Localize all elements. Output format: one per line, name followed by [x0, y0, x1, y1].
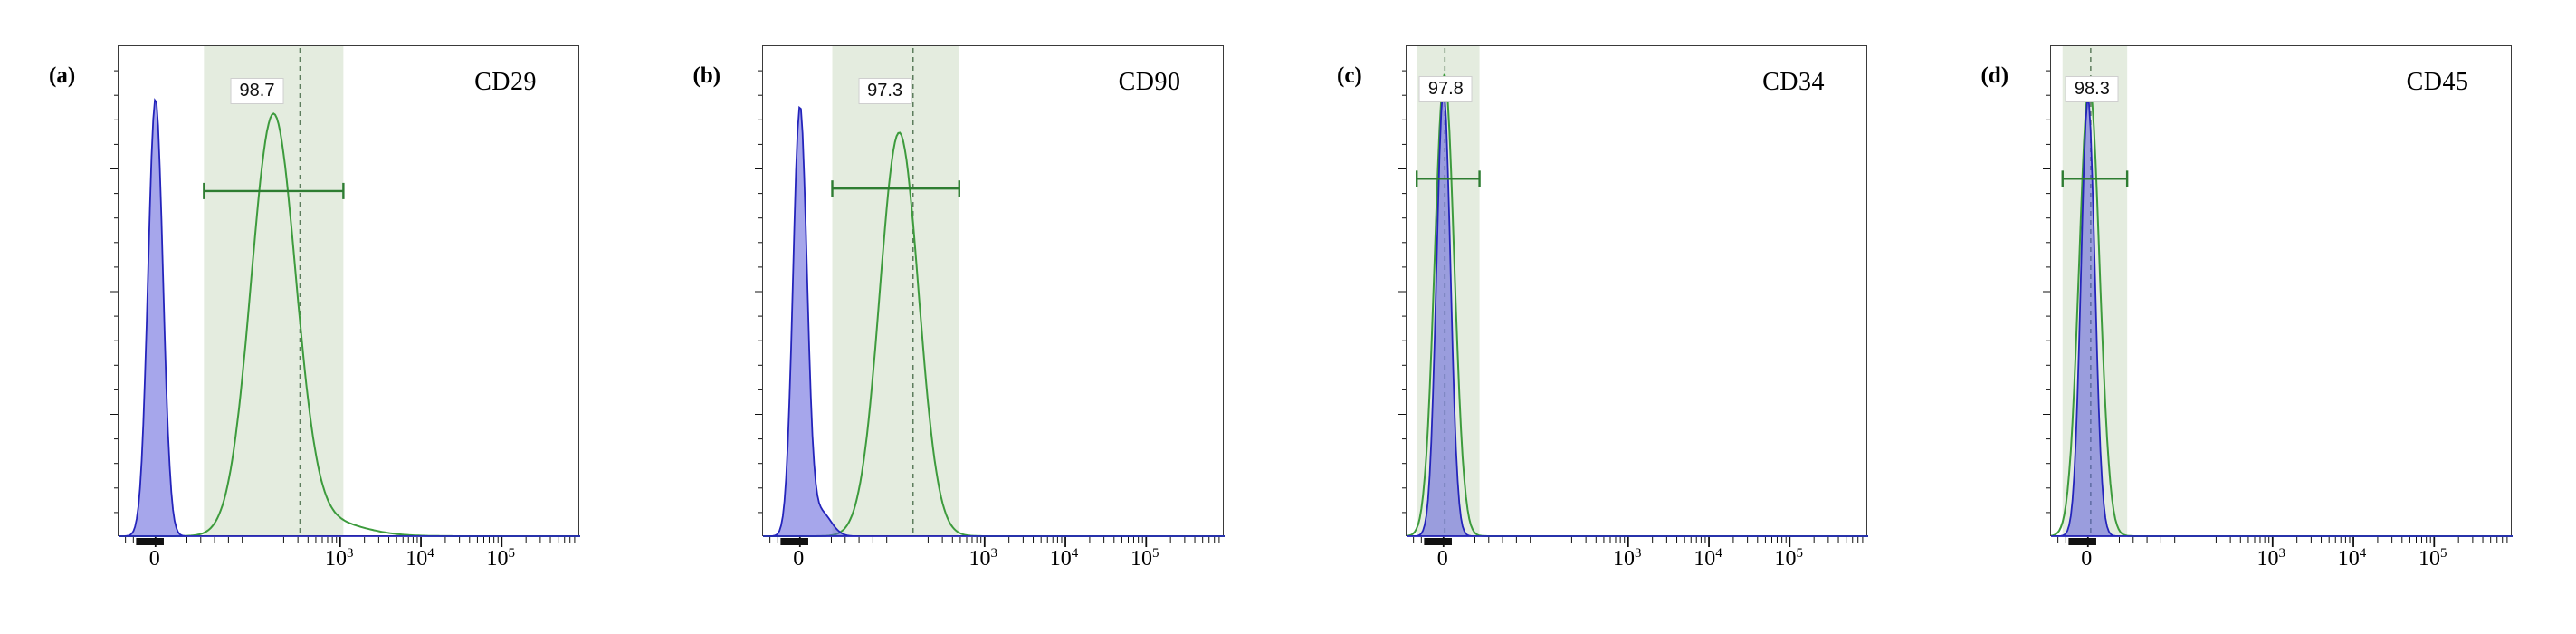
- control-histogram-curve: [119, 98, 580, 537]
- gate-bracket: [203, 182, 345, 199]
- x-tick-label: 0: [1436, 547, 1448, 571]
- x-tick-label: 0: [148, 547, 160, 571]
- x-axis: 0 103 104 105: [762, 540, 1224, 594]
- marker-label: CD90: [1118, 68, 1181, 96]
- x-axis: 0 103 104 105: [1406, 540, 1867, 594]
- plot-area: CD29 98.7: [110, 45, 580, 547]
- histogram-chart: [1398, 46, 1868, 547]
- x-tick-label: 103: [325, 546, 354, 572]
- histogram-panel-b: (b) CD90 97.3 0 103 104 105: [644, 0, 1289, 634]
- x-tick-label: 105: [486, 546, 516, 572]
- histogram-panel-c: (c) CD34 97.8 0 103 104 105: [1288, 0, 1932, 634]
- marker-label: CD45: [2406, 68, 2469, 96]
- sample-histogram-curve: [119, 112, 580, 537]
- x-axis-ticks: [2056, 537, 2507, 547]
- panel-letter: (c): [1337, 63, 1362, 88]
- gate-bracket: [830, 180, 960, 197]
- x-axis-ticks: [1413, 537, 1864, 547]
- gate-bracket: [1416, 170, 1481, 187]
- x-tick-label: 105: [1774, 546, 1804, 572]
- zero-tick-block: [136, 538, 164, 545]
- x-tick-label: 103: [968, 546, 998, 572]
- zero-tick-block: [779, 538, 808, 545]
- x-tick-label: 0: [2081, 547, 2093, 571]
- gate-percent-label: 97.3: [858, 78, 912, 105]
- gate-region: [832, 46, 959, 537]
- x-tick-label: 105: [2419, 546, 2447, 572]
- control-histogram-curve: [762, 105, 1225, 537]
- zero-tick-block: [2067, 538, 2096, 545]
- y-axis-ticks: [110, 70, 118, 514]
- x-tick-label: 105: [1131, 546, 1159, 572]
- marker-label: CD29: [474, 68, 537, 96]
- gate-percent-label: 98.7: [230, 78, 284, 105]
- control-histogram-curve: [2050, 98, 2513, 537]
- panel-letter: (a): [49, 63, 76, 88]
- histogram-chart: [754, 46, 1225, 547]
- histogram-chart: [2042, 46, 2513, 547]
- gate-percent-label: 98.3: [2065, 75, 2119, 102]
- plot-area: CD90 97.3: [754, 45, 1225, 547]
- y-axis-ticks: [2042, 70, 2050, 514]
- x-axis-ticks: [768, 537, 1219, 547]
- x-tick-label: 103: [2256, 546, 2286, 572]
- plot-area: CD34 97.8: [1398, 45, 1868, 547]
- marker-label: CD34: [1762, 68, 1825, 96]
- x-tick-label: 104: [2337, 546, 2367, 572]
- x-axis: 0 103 104 105: [118, 540, 579, 594]
- zero-tick-block: [1424, 538, 1452, 545]
- gate-bracket: [2061, 170, 2128, 187]
- panel-letter: (b): [692, 63, 721, 88]
- x-tick-label: 103: [1613, 546, 1642, 572]
- histogram-panel-d: (d) CD45 98.3 0 103 104 105: [1932, 0, 2576, 634]
- gate-region: [204, 46, 344, 537]
- y-axis-ticks: [1398, 70, 1406, 514]
- panel-letter: (d): [1980, 63, 2009, 88]
- y-axis-ticks: [754, 70, 762, 514]
- gate-percent-label: 97.8: [1418, 75, 1473, 102]
- control-histogram-curve: [1407, 88, 1868, 537]
- histogram-chart: [110, 46, 580, 547]
- plot-area: CD45 98.3: [2042, 45, 2513, 547]
- x-tick-label: 104: [1693, 546, 1722, 572]
- histogram-panel-a: (a) CD29 98.7 0 103 104 105: [0, 0, 644, 634]
- x-axis: 0 103 104 105: [2050, 540, 2512, 594]
- x-tick-label: 104: [405, 546, 434, 572]
- x-tick-label: 104: [1049, 546, 1079, 572]
- x-axis-ticks: [125, 537, 576, 547]
- x-tick-label: 0: [793, 547, 805, 571]
